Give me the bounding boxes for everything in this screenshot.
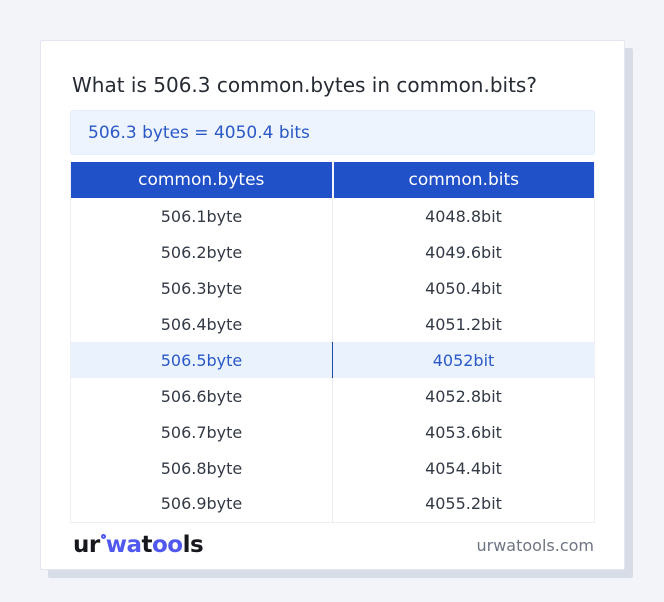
cell-bytes[interactable]: 506.9byte <box>70 486 333 522</box>
cell-bytes[interactable]: 506.5byte <box>70 342 333 378</box>
table-row[interactable]: 506.2byte 4049.6bit <box>70 234 595 270</box>
cell-bytes[interactable]: 506.6byte <box>70 378 333 414</box>
table-row[interactable]: 506.5byte 4052bit <box>70 342 595 378</box>
conversion-result-text: 506.3 bytes = 4050.4 bits <box>88 122 310 143</box>
cell-bytes[interactable]: 506.3byte <box>70 270 333 306</box>
logo-text-wa: wa <box>105 532 142 558</box>
table-row[interactable]: 506.8byte 4054.4bit <box>70 450 595 486</box>
table-row[interactable]: 506.1byte 4048.8bit <box>70 198 595 234</box>
column-header-common-bits: common.bits <box>332 162 595 198</box>
converter-card: What is 506.3 common.bytes in common.bit… <box>40 40 625 570</box>
conversion-table: common.bytes common.bits 506.1byte 4048.8… <box>70 162 595 523</box>
urwatools-logo[interactable]: ur watools <box>73 532 204 558</box>
table-row[interactable]: 506.7byte 4053.6bit <box>70 414 595 450</box>
cell-bytes[interactable]: 506.7byte <box>70 414 333 450</box>
logo-text-ls: ls <box>182 532 204 558</box>
cell-bits[interactable]: 4049.6bit <box>425 242 502 262</box>
cell-bits[interactable]: 4048.8bit <box>425 206 502 226</box>
logo-text-t: t <box>141 532 153 558</box>
cell-bytes[interactable]: 506.2byte <box>70 234 333 270</box>
cell-bits[interactable]: 4055.2bit <box>425 494 502 514</box>
cell-bits[interactable]: 4053.6bit <box>425 422 502 442</box>
logo-text-oo: oo <box>152 532 183 558</box>
cell-bits[interactable]: 4052bit <box>332 342 595 378</box>
table-header-row: common.bytes common.bits <box>70 162 595 198</box>
footer: ur watools urwatools.com <box>70 523 595 568</box>
table-row[interactable]: 506.6byte 4052.8bit <box>70 378 595 414</box>
logo-text-ur: ur <box>73 532 100 558</box>
cell-bytes[interactable]: 506.1byte <box>70 198 333 234</box>
logo-ring-icon <box>100 534 106 539</box>
column-header-common-bytes: common.bytes <box>70 162 334 198</box>
cell-bits[interactable]: 4051.2bit <box>425 314 502 334</box>
table-row[interactable]: 506.4byte 4051.2bit <box>70 306 595 342</box>
cell-bits[interactable]: 4050.4bit <box>425 278 502 298</box>
site-url: urwatools.com <box>476 535 595 555</box>
table-row[interactable]: 506.3byte 4050.4bit <box>70 270 595 306</box>
table-body: 506.1byte 4048.8bit 506.2byte 4049.6bit 506.… <box>70 198 595 522</box>
page-title: What is 506.3 common.bytes in common.bit… <box>72 73 537 97</box>
cell-bytes[interactable]: 506.4byte <box>70 306 333 342</box>
table-row[interactable]: 506.9byte 4055.2bit <box>70 486 595 522</box>
cell-bits[interactable]: 4052.8bit <box>425 386 502 406</box>
cell-bits[interactable]: 4054.4bit <box>425 458 502 478</box>
conversion-result-box: 506.3 bytes = 4050.4 bits <box>70 110 595 155</box>
cell-bytes[interactable]: 506.8byte <box>70 450 333 486</box>
